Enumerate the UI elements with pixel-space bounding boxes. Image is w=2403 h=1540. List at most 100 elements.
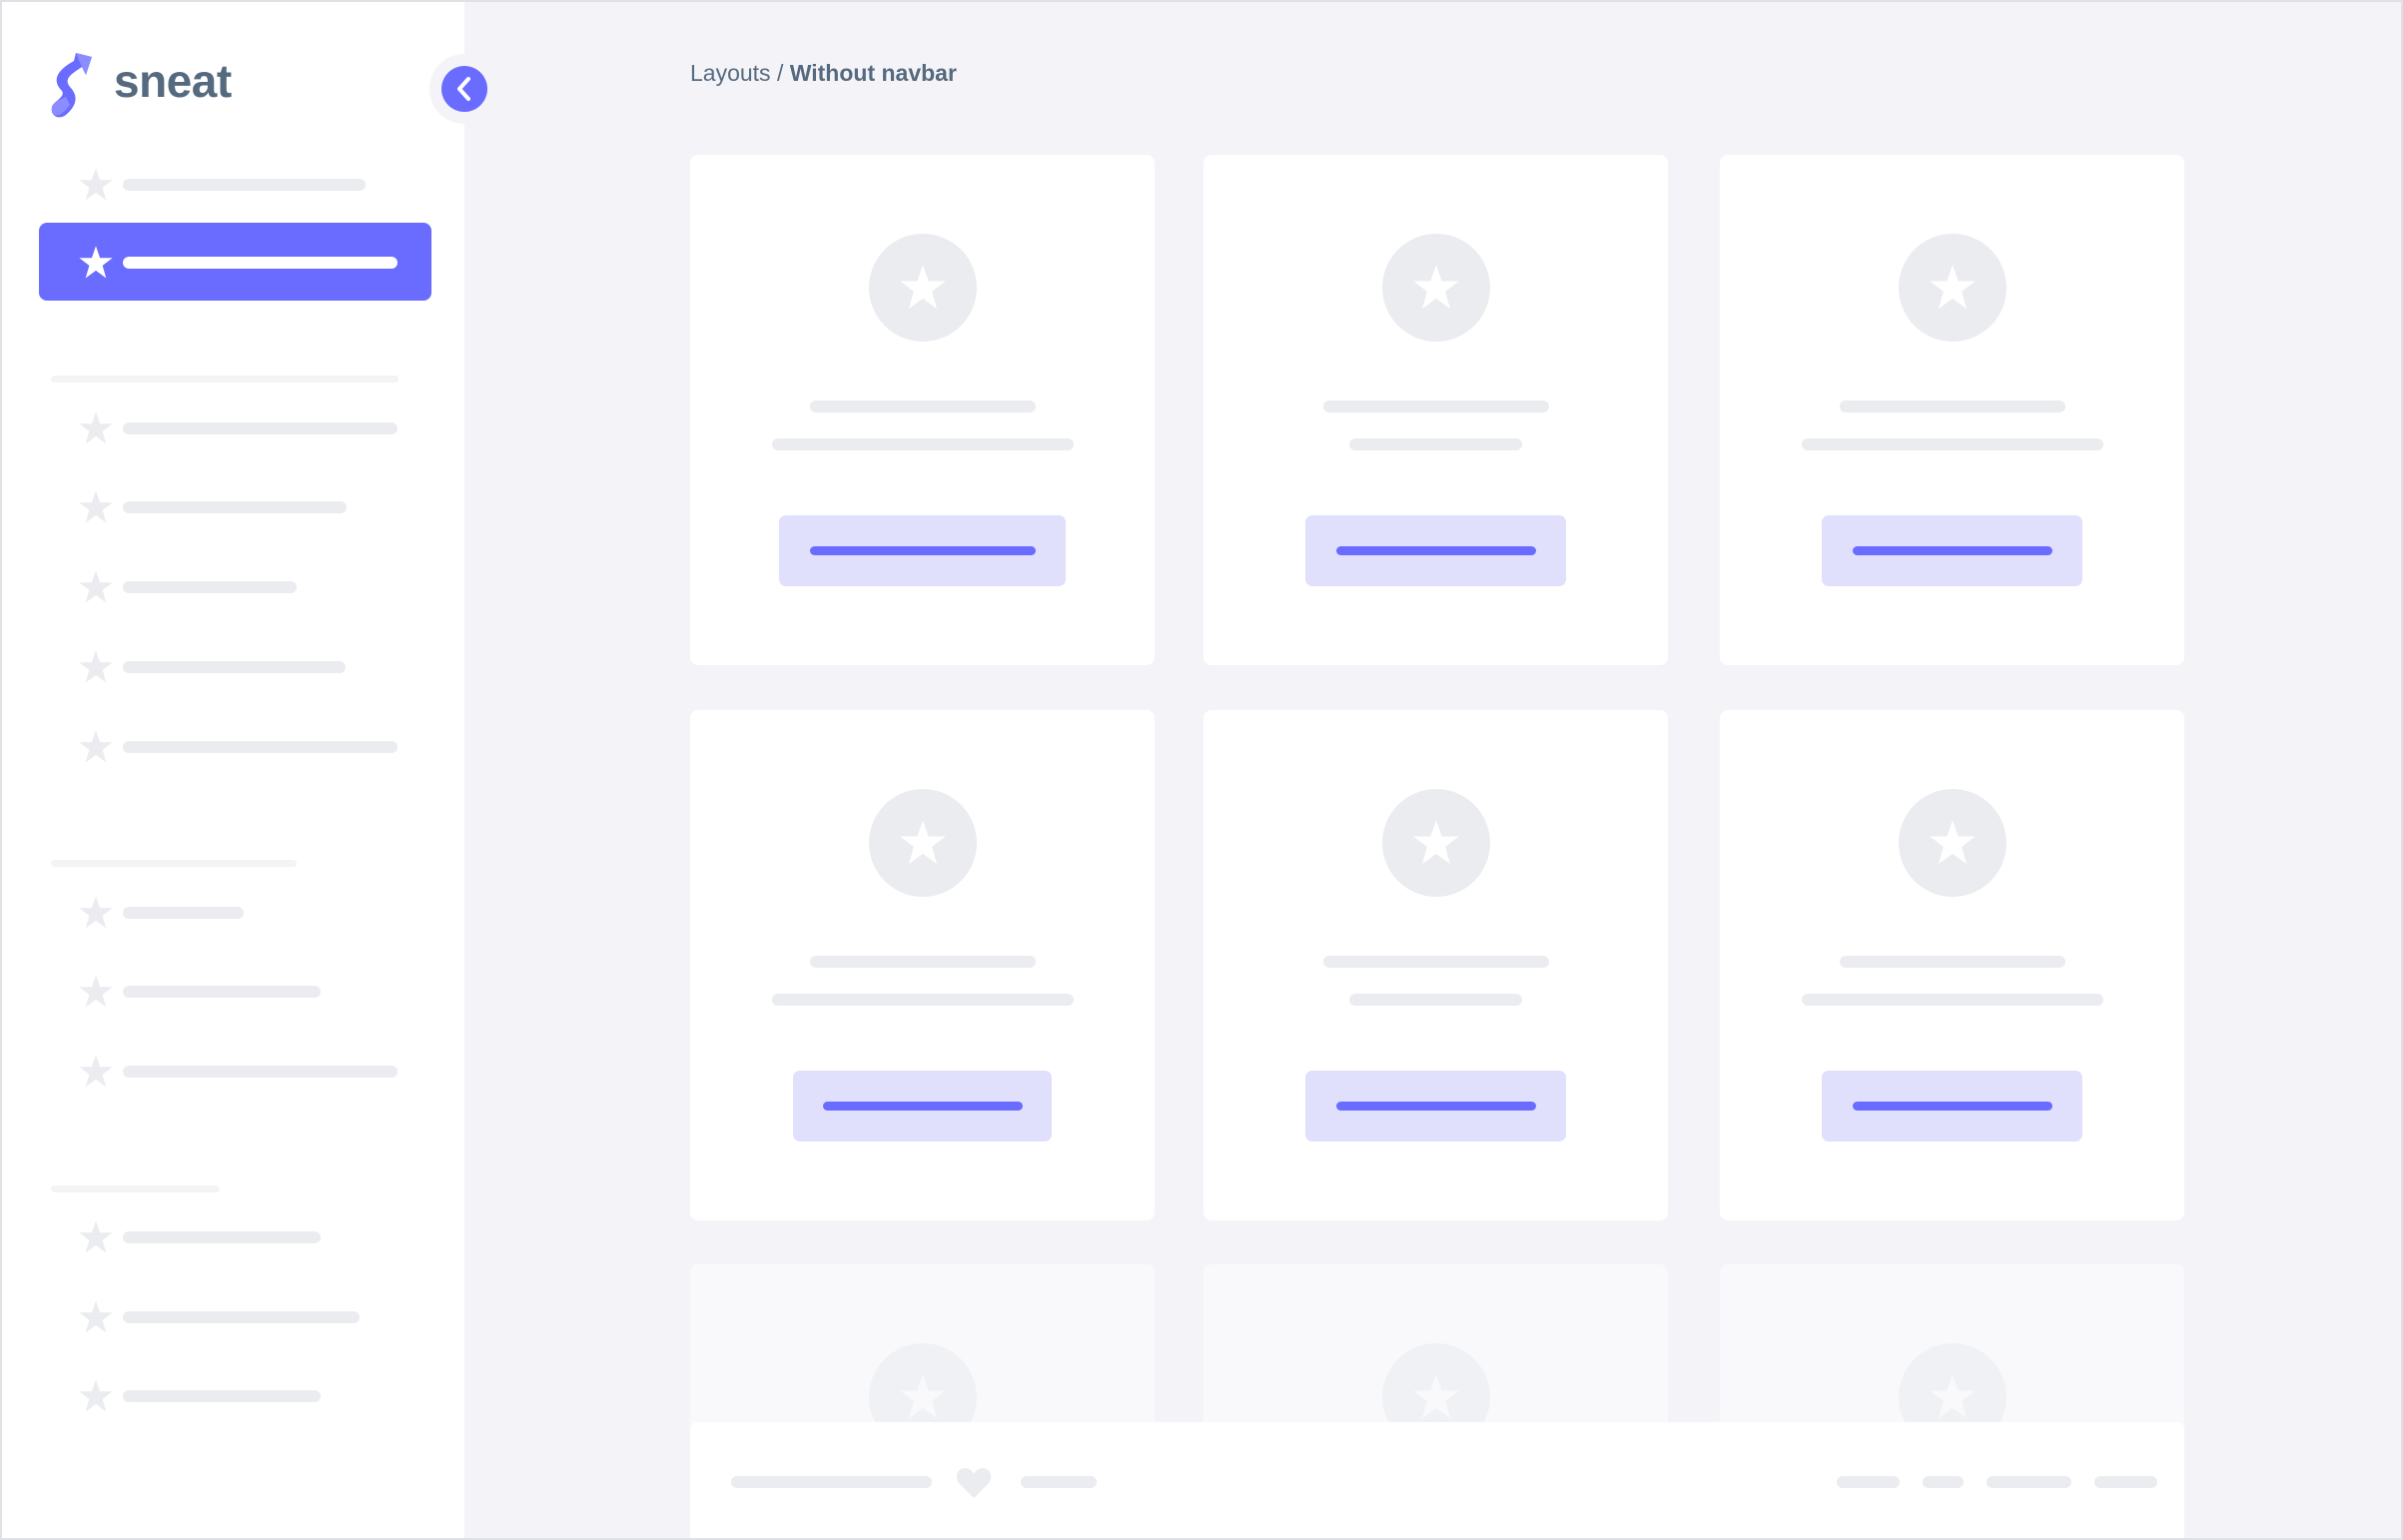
sidebar-item-label-placeholder [123,501,347,513]
sidebar-collapse-button[interactable] [441,66,487,112]
sidebar-item-label-placeholder [123,741,398,753]
sidebar-item-label-placeholder [123,1231,321,1243]
card-avatar [868,234,977,342]
card-avatar [1381,234,1490,342]
sidebar-item-label-placeholder [123,661,346,673]
card-title-placeholder [1839,956,2065,968]
footer-link[interactable] [1837,1476,1900,1488]
card [1720,155,2184,665]
star-icon [77,1218,115,1256]
sidebar-item[interactable] [39,1198,431,1276]
star-icon [1929,1374,1976,1419]
chevron-left-icon [457,77,470,101]
footer [690,1422,2184,1538]
card-title-placeholder [1322,956,1549,968]
card [1203,155,1668,665]
sidebar-item-label-placeholder [123,581,297,593]
sidebar-item-label-placeholder [123,986,321,998]
star-icon [1929,820,1976,865]
star-icon [77,728,115,766]
sidebar-item[interactable] [39,953,431,1031]
sidebar-item[interactable] [39,874,431,952]
sidebar-item[interactable] [39,146,431,224]
sidebar-item[interactable] [39,1033,431,1111]
sidebar-section-header [51,1185,220,1192]
sidebar-item[interactable] [39,1357,431,1435]
sidebar-item[interactable] [39,1278,431,1356]
sidebar-item[interactable] [39,224,431,302]
sidebar-item-label-placeholder [123,257,398,269]
card [690,155,1155,665]
star-icon [1412,1374,1459,1419]
card-text-placeholder [1801,438,2103,450]
star-icon [77,244,115,282]
card-title-placeholder [809,400,1036,412]
star-icon [77,1053,115,1091]
heart-icon [956,1466,992,1500]
footer-link[interactable] [1923,1476,1964,1488]
breadcrumb: Layouts / Without navbar [690,60,957,87]
star-icon [77,488,115,526]
star-icon [77,648,115,686]
sidebar-item-label-placeholder [123,179,366,191]
card-avatar [1898,234,2006,342]
star-icon [77,166,115,204]
sidebar-item[interactable] [39,708,431,786]
footer-link[interactable] [1987,1476,2071,1488]
breadcrumb-current: Without navbar [789,60,957,86]
card-button[interactable] [1305,1071,1566,1142]
sidebar-item[interactable] [39,468,431,546]
card-button[interactable] [1822,515,2082,586]
card [1203,710,1668,1220]
card-button-label-placeholder [1335,1102,1536,1111]
card [690,710,1155,1220]
star-icon [77,973,115,1011]
sidebar-item[interactable] [39,548,431,626]
card-button-label-placeholder [1335,546,1536,555]
breadcrumb-parent[interactable]: Layouts [690,60,771,86]
card-text-placeholder [771,994,1074,1006]
card-avatar [868,789,977,897]
card-button-label-placeholder [822,1102,1023,1111]
card-text-placeholder [1349,994,1522,1006]
star-icon [1412,820,1459,865]
logo-icon [46,49,98,121]
star-icon [1929,265,1976,310]
sidebar-item[interactable] [39,389,431,467]
card-text-placeholder [1349,438,1522,450]
card-button[interactable] [793,1071,1052,1142]
sidebar-item-label-placeholder [123,422,398,434]
footer-author-link[interactable] [1021,1476,1097,1488]
card-button-label-placeholder [809,546,1036,555]
card-button[interactable] [1822,1071,2082,1142]
star-icon [77,1298,115,1336]
star-icon [77,1377,115,1415]
card-text-placeholder [771,438,1074,450]
star-icon [899,1374,946,1419]
card [1720,710,2184,1220]
card-text-placeholder [1801,994,2103,1006]
star-icon [77,568,115,606]
card-button[interactable] [1305,515,1566,586]
sidebar-section-header [51,376,399,383]
card-title-placeholder [1839,400,2065,412]
card-avatar [1898,789,2006,897]
sidebar-item-label-placeholder [123,1066,398,1078]
star-icon [77,894,115,932]
star-icon [899,265,946,310]
card-button-label-placeholder [1852,546,2052,555]
card-button-label-placeholder [1852,1102,2052,1111]
card-avatar [1381,789,1490,897]
footer-link[interactable] [2094,1476,2157,1488]
footer-copyright-placeholder [731,1476,932,1488]
sidebar-item-label-placeholder [123,1311,360,1323]
logo-text: sneat [114,55,232,107]
star-icon [1412,265,1459,310]
star-icon [77,409,115,447]
sidebar-item[interactable] [39,628,431,706]
sidebar-section-header [51,860,297,867]
card-button[interactable] [779,515,1066,586]
sidebar-item-label-placeholder [123,907,244,919]
card-title-placeholder [1322,400,1549,412]
